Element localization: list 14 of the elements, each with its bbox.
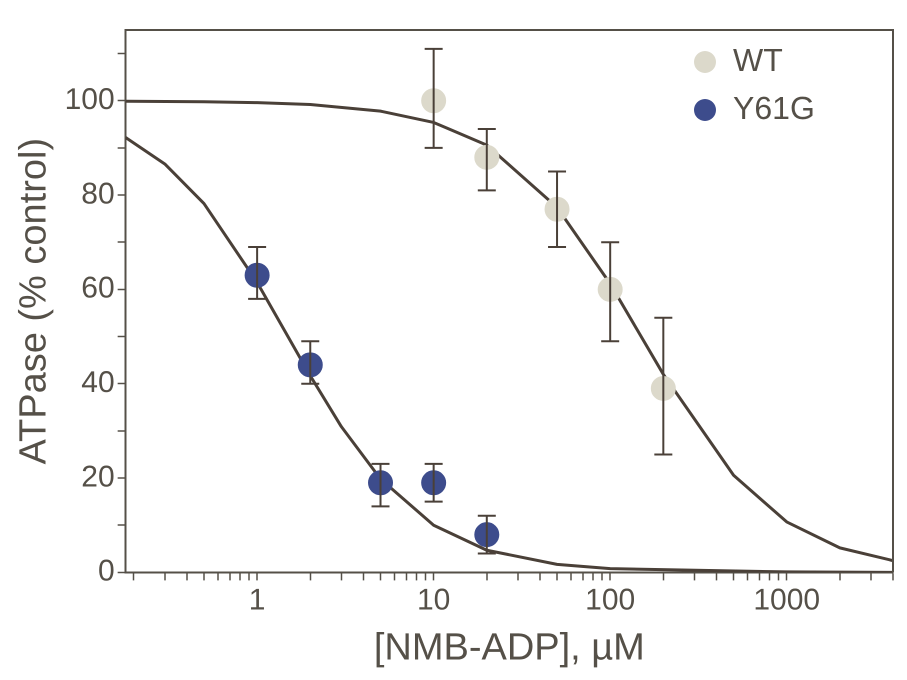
x-axis-title: [NMB-ADP], µM	[374, 626, 645, 669]
x-tick-label: 100	[585, 584, 636, 617]
x-tick-label: 1000	[753, 584, 820, 617]
y-tick-label: 80	[81, 177, 115, 210]
y-tick-label: 0	[98, 554, 115, 588]
y-tick-label: 40	[81, 366, 115, 400]
y-tick-label: 60	[81, 272, 115, 305]
legend-label: WT	[733, 42, 783, 78]
legend-label: Y61G	[733, 90, 815, 126]
y-axis-title: ATPase (% control)	[12, 138, 54, 465]
x-tick-label: 10	[416, 584, 450, 617]
y-tick-label: 100	[64, 83, 115, 116]
y-tick-label: 20	[81, 460, 115, 494]
x-tick-label: 1	[248, 584, 266, 617]
